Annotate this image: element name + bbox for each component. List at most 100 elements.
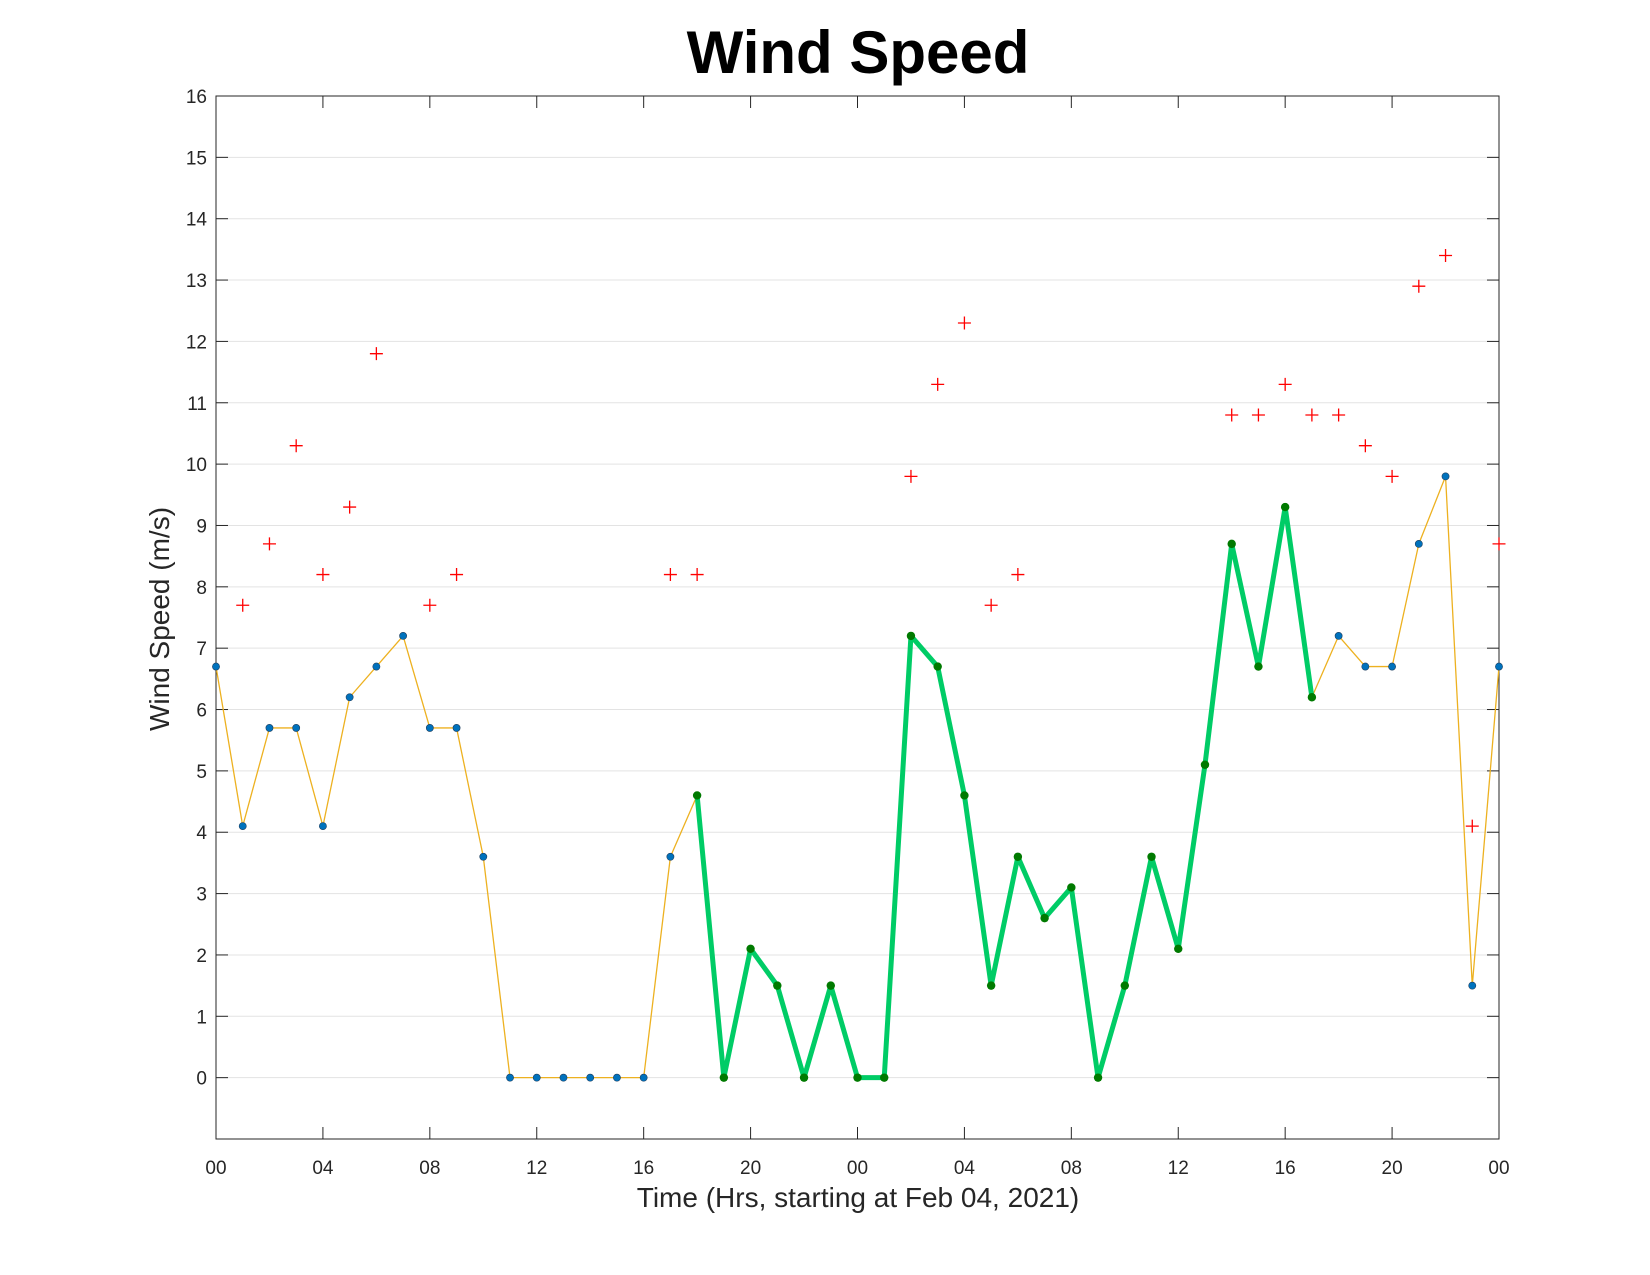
speed-series-point bbox=[399, 632, 408, 640]
highlight-series-point bbox=[1174, 944, 1183, 954]
gust-series-point bbox=[316, 568, 330, 582]
y-tick-label: 13 bbox=[186, 271, 207, 292]
speed-series-point bbox=[1361, 662, 1370, 671]
highlight-series-point bbox=[986, 981, 996, 990]
highlight-series-point bbox=[1147, 852, 1156, 861]
speed-series-point bbox=[613, 1073, 621, 1082]
speed-series-point bbox=[666, 852, 675, 861]
x-tick-label: 04 bbox=[312, 1158, 334, 1179]
x-tick-label: 16 bbox=[633, 1158, 654, 1179]
highlight-series-point bbox=[933, 662, 942, 671]
speed-series-point bbox=[586, 1073, 595, 1082]
gust-series-point bbox=[984, 598, 998, 612]
highlight-series-line bbox=[694, 504, 1315, 1081]
speed-series-point bbox=[1468, 981, 1477, 990]
gust-series-point bbox=[1305, 408, 1319, 422]
speed-series-point bbox=[265, 724, 274, 732]
highlight-series-point bbox=[1227, 539, 1236, 549]
y-tick-label: 9 bbox=[196, 516, 207, 537]
gust-series-point bbox=[931, 377, 945, 391]
speed-series-point bbox=[479, 852, 488, 861]
gust-series-point bbox=[1332, 408, 1346, 422]
highlight-series-point bbox=[1200, 760, 1210, 769]
speed-series-point bbox=[372, 662, 381, 671]
x-tick-label: 08 bbox=[1061, 1158, 1082, 1179]
gust-series-point bbox=[957, 316, 971, 330]
gust-series-point bbox=[1278, 377, 1292, 391]
gust-series-point bbox=[1465, 819, 1479, 833]
gust-series-point bbox=[1439, 249, 1453, 263]
gust-series-point bbox=[343, 500, 357, 514]
x-tick-label: 16 bbox=[1275, 1158, 1296, 1179]
y-tick-label: 15 bbox=[186, 148, 207, 169]
speed-series-point bbox=[639, 1073, 648, 1082]
highlight-series-point bbox=[960, 791, 969, 800]
highlight-series-point bbox=[906, 631, 916, 641]
speed-series-point bbox=[1414, 539, 1423, 548]
gust-series-point bbox=[450, 568, 464, 582]
speed-series-point bbox=[238, 822, 247, 830]
highlight-series-point bbox=[719, 1073, 729, 1082]
highlight-series-point bbox=[746, 944, 755, 954]
speed-series-point bbox=[1334, 632, 1343, 640]
speed-series-point bbox=[1388, 662, 1396, 671]
speed-series-point bbox=[319, 822, 327, 830]
gust-series-point bbox=[1412, 279, 1426, 293]
gust-series-point bbox=[1225, 408, 1239, 422]
speed-series-point bbox=[559, 1073, 568, 1082]
highlight-series-point bbox=[1040, 913, 1049, 923]
y-tick-label: 1 bbox=[196, 1007, 207, 1028]
gust-series-point bbox=[369, 347, 383, 361]
x-tick-label: 12 bbox=[1168, 1158, 1189, 1179]
gust-series-point bbox=[1251, 408, 1265, 422]
y-tick-label: 8 bbox=[196, 578, 207, 599]
y-tick-label: 3 bbox=[196, 885, 207, 906]
speed-series-point bbox=[212, 662, 220, 671]
y-tick-label: 6 bbox=[196, 701, 207, 722]
x-tick-label: 08 bbox=[419, 1158, 440, 1179]
highlight-series-point bbox=[826, 981, 835, 990]
y-tick-label: 7 bbox=[196, 639, 207, 660]
speed-series-point bbox=[452, 724, 461, 732]
highlight-series-point bbox=[1067, 883, 1076, 892]
gust-series-point bbox=[690, 568, 704, 582]
x-axis-label: Time (Hrs, starting at Feb 04, 2021) bbox=[637, 1182, 1079, 1213]
gust-series-point bbox=[1358, 439, 1372, 453]
speed-series-point bbox=[1495, 662, 1503, 671]
speed-series-point bbox=[1441, 472, 1450, 481]
x-tick-label: 20 bbox=[740, 1158, 761, 1179]
highlight-series-point bbox=[1120, 981, 1129, 990]
highlight-series-point bbox=[1254, 662, 1263, 671]
gust-series-point bbox=[1011, 568, 1025, 582]
highlight-series-point bbox=[773, 981, 782, 990]
y-tick-label: 2 bbox=[196, 946, 207, 967]
y-tick-label: 10 bbox=[186, 455, 207, 476]
y-tick-label: 12 bbox=[186, 332, 207, 353]
highlight-series-point bbox=[1093, 1073, 1103, 1082]
speed-series-point bbox=[425, 724, 434, 732]
speed-series-point bbox=[292, 724, 301, 732]
y-tick-label: 11 bbox=[187, 394, 207, 415]
x-tick-label: 20 bbox=[1382, 1158, 1403, 1179]
x-tick-label: 12 bbox=[526, 1158, 547, 1179]
speed-series-point bbox=[506, 1073, 514, 1082]
x-tick-label: 00 bbox=[1488, 1158, 1509, 1179]
gust-series-point bbox=[1385, 469, 1399, 483]
y-tick-label: 0 bbox=[196, 1069, 207, 1090]
gust-series-point bbox=[1492, 537, 1506, 551]
highlight-series-point bbox=[799, 1073, 809, 1082]
speed-series-point bbox=[532, 1073, 541, 1082]
highlight-series-point bbox=[880, 1073, 889, 1082]
highlight-series-point bbox=[1280, 502, 1290, 512]
highlight-series-point bbox=[1013, 852, 1023, 861]
highlight-series-point bbox=[692, 791, 702, 800]
x-tick-label: 00 bbox=[205, 1158, 226, 1179]
gust-series-point bbox=[236, 598, 250, 612]
gust-series-point bbox=[289, 439, 303, 453]
y-tick-label: 5 bbox=[196, 762, 207, 783]
gust-series-point bbox=[423, 598, 437, 612]
x-tick-label: 00 bbox=[847, 1158, 868, 1179]
